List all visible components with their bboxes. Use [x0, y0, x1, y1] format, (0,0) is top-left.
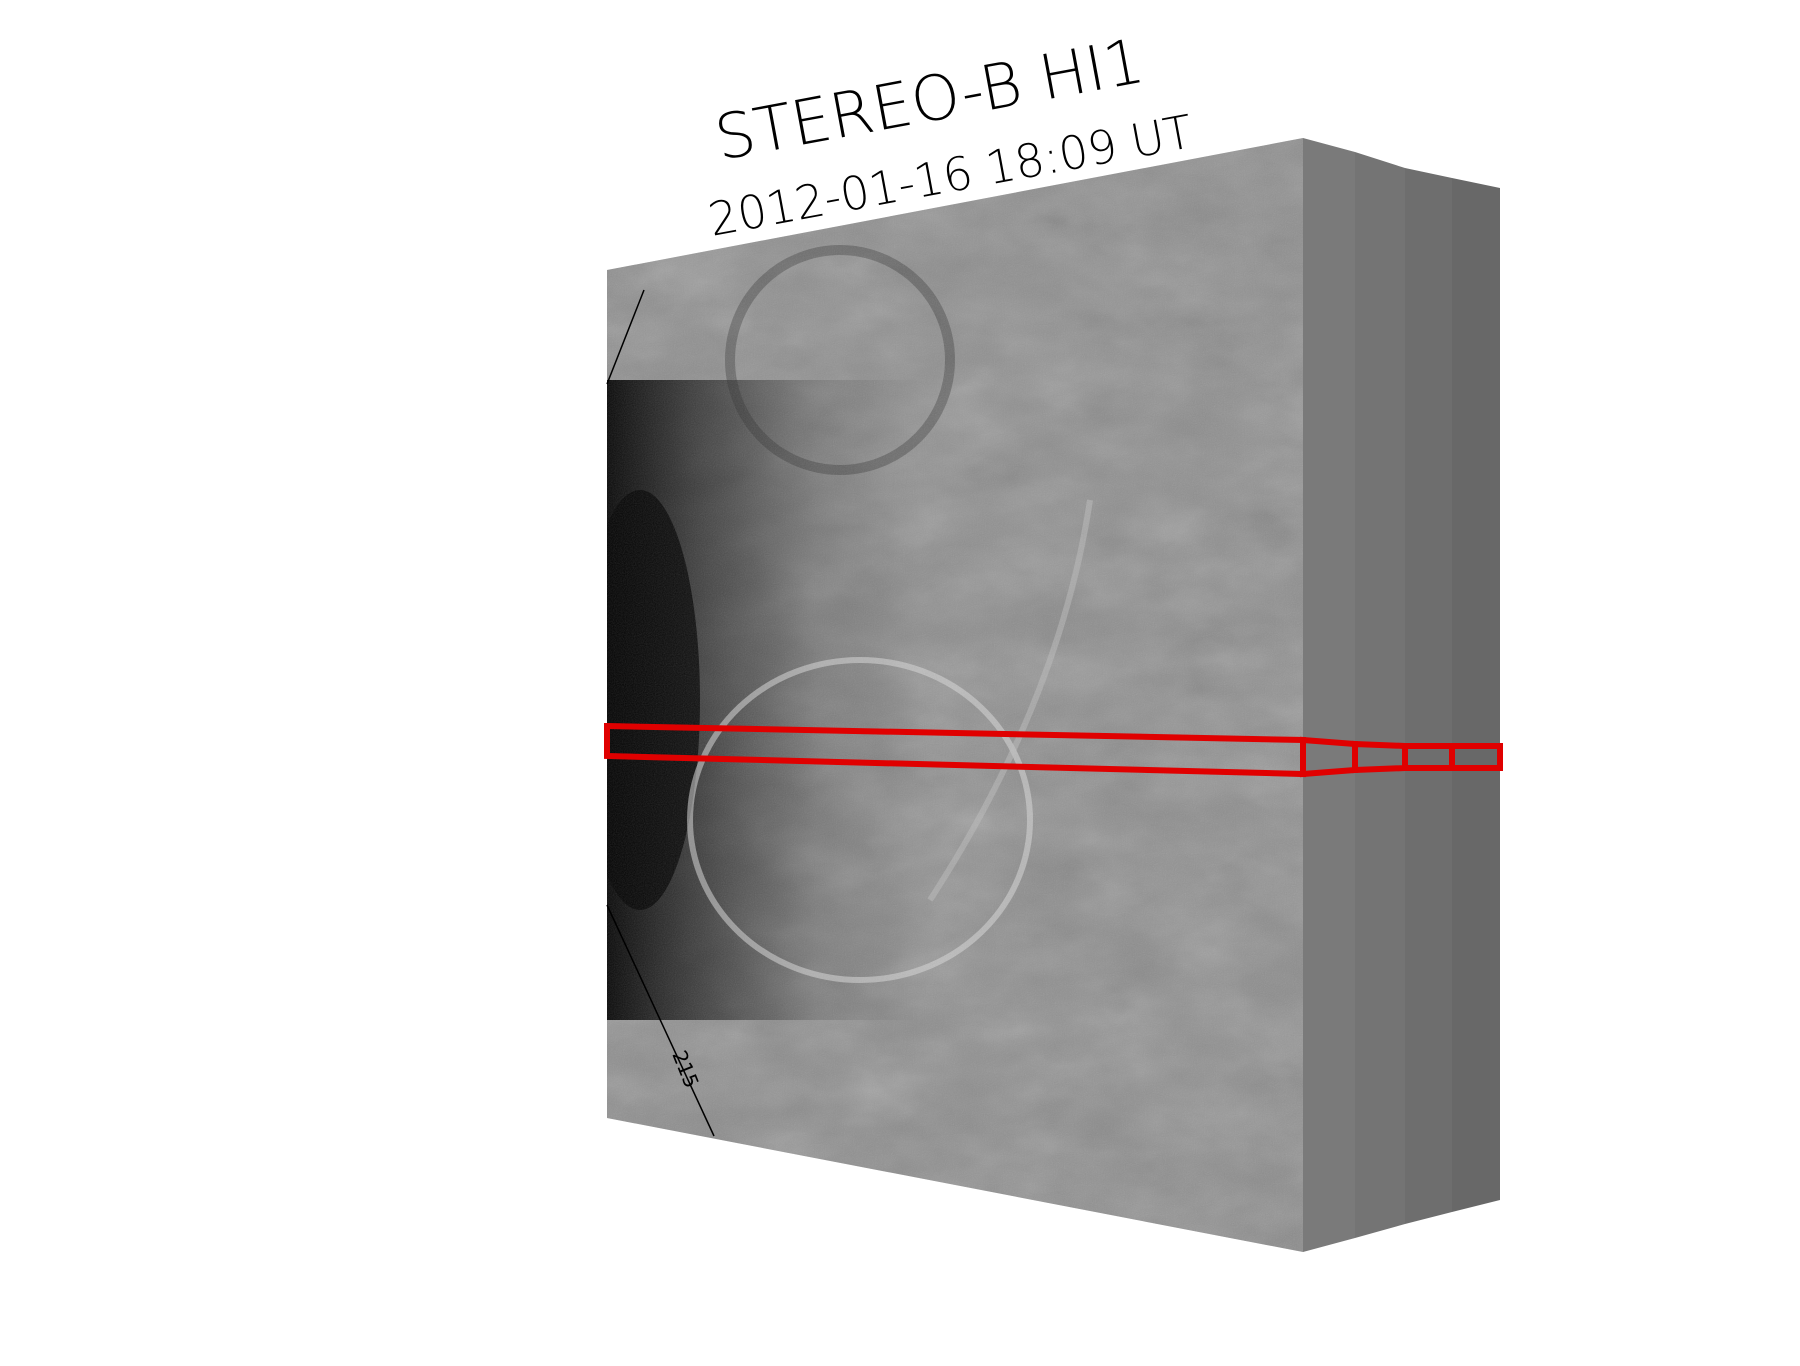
stacked-frame-4 [1452, 178, 1500, 1212]
slit-outlines [604, 722, 1503, 778]
stacked-slit-4 [1449, 743, 1503, 771]
fov-edge-line-bottom [606, 904, 715, 1137]
stacked-frame-2 [1355, 152, 1405, 1238]
front-image-frame: 215 [606, 138, 1303, 1252]
fov-edge-line-top [606, 289, 645, 385]
stacked-frame-3 [1405, 168, 1452, 1224]
stacked-frames [1303, 138, 1500, 1252]
noise-overlay [607, 138, 1303, 1252]
stacked-frame-1 [1303, 138, 1355, 1252]
